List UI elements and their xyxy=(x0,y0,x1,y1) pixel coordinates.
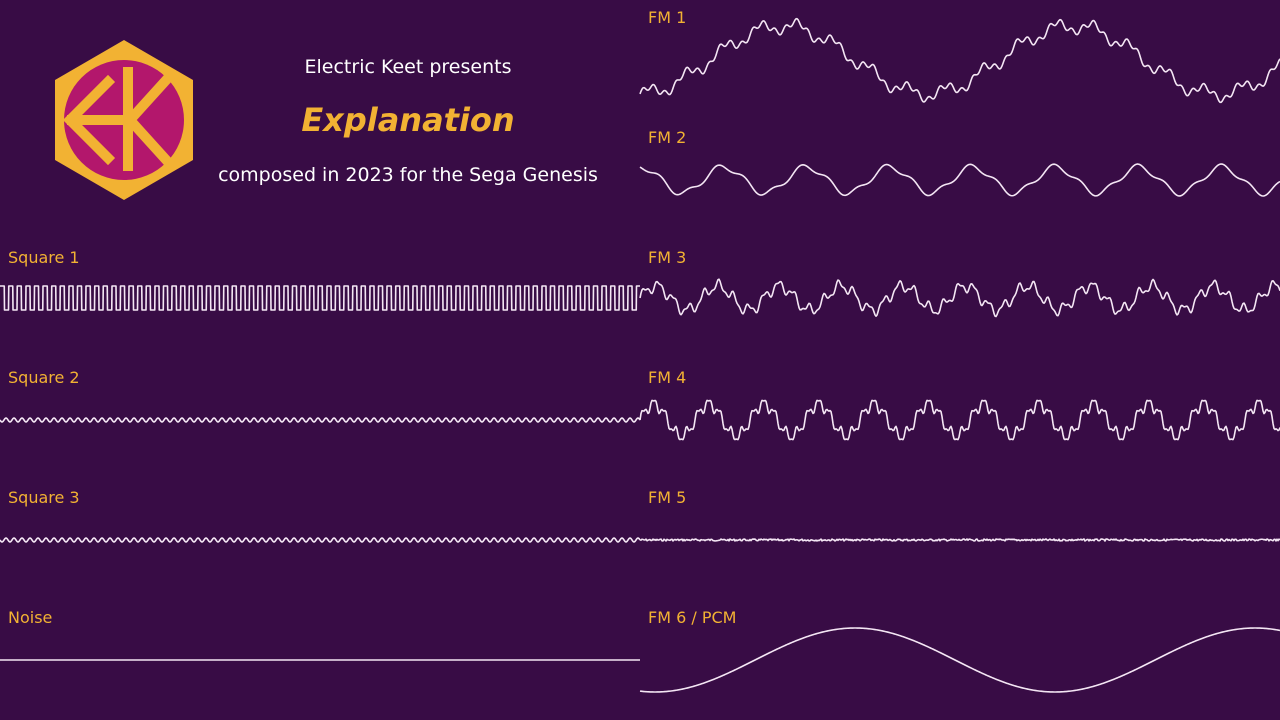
waveform xyxy=(639,163,1280,197)
channel-label: Square 2 xyxy=(8,368,80,387)
waveform xyxy=(639,627,1280,693)
waveform xyxy=(0,537,641,543)
channel-label: FM 4 xyxy=(648,368,686,387)
channel-label: Square 1 xyxy=(8,248,80,267)
waveform xyxy=(639,538,1280,542)
waveform xyxy=(639,278,1280,318)
logo xyxy=(55,40,193,200)
logo-mark xyxy=(62,67,176,171)
waveform xyxy=(639,17,1280,104)
channel-label: FM 3 xyxy=(648,248,686,267)
waveform xyxy=(639,399,1280,441)
channel-label: Noise xyxy=(8,608,52,627)
logo-k-arms xyxy=(123,70,176,170)
subtitle: composed in 2023 for the Sega Genesis xyxy=(218,164,598,186)
channel-label: FM 6 / PCM xyxy=(648,608,736,627)
channel-label: FM 2 xyxy=(648,128,686,147)
song-title: Explanation xyxy=(301,101,514,139)
presenter: Electric Keet presents xyxy=(305,56,512,78)
channel-label: FM 5 xyxy=(648,488,686,507)
waveform xyxy=(0,417,641,423)
waveform xyxy=(0,285,641,311)
channel-label: Square 3 xyxy=(8,488,80,507)
channel-label: FM 1 xyxy=(648,8,686,27)
